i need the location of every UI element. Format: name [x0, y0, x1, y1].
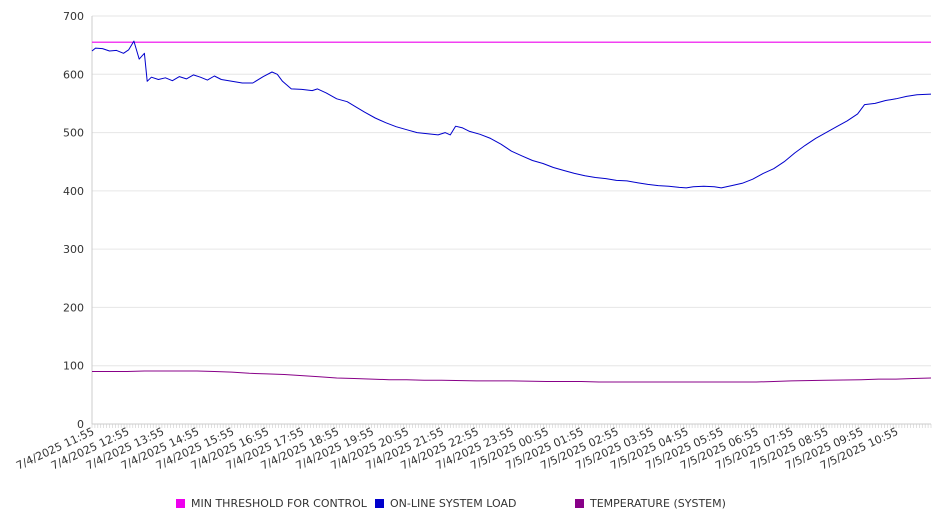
legend-item-min-threshold[interactable]: MIN THRESHOLD FOR CONTROL	[176, 497, 367, 510]
y-tick-label: 400	[63, 185, 84, 198]
y-tick-label: 100	[63, 360, 84, 373]
legend-label-temperature: TEMPERATURE (SYSTEM)	[590, 497, 726, 510]
y-tick-label: 600	[63, 68, 84, 81]
legend-label-system-load: ON-LINE SYSTEM LOAD	[390, 497, 517, 510]
y-tick-labels: 0 100 200 300 400 500 600 700	[63, 10, 84, 431]
series-line-2	[92, 370, 932, 383]
series-line-1	[91, 40, 932, 189]
legend-swatch-min-threshold	[176, 499, 185, 508]
y-tick-label: 700	[63, 10, 84, 23]
series-lines	[91, 40, 932, 383]
legend-swatch-temperature	[575, 499, 584, 508]
y-tick-label: 500	[63, 127, 84, 140]
y-tick-label: 0	[77, 418, 84, 431]
legend: MIN THRESHOLD FOR CONTROL ON-LINE SYSTEM…	[0, 497, 946, 517]
axes	[91, 16, 932, 428]
x-tick-labels: 7/4/2025 11:557/4/2025 12:557/4/2025 13:…	[14, 425, 900, 473]
legend-label-min-threshold: MIN THRESHOLD FOR CONTROL	[191, 497, 367, 510]
y-tick-label: 200	[63, 301, 84, 314]
y-tick-label: 300	[63, 243, 84, 256]
legend-swatch-system-load	[375, 499, 384, 508]
legend-item-system-load[interactable]: ON-LINE SYSTEM LOAD	[375, 497, 516, 510]
legend-item-temperature[interactable]: TEMPERATURE (SYSTEM)	[575, 497, 726, 510]
grid-lines	[92, 15, 931, 367]
